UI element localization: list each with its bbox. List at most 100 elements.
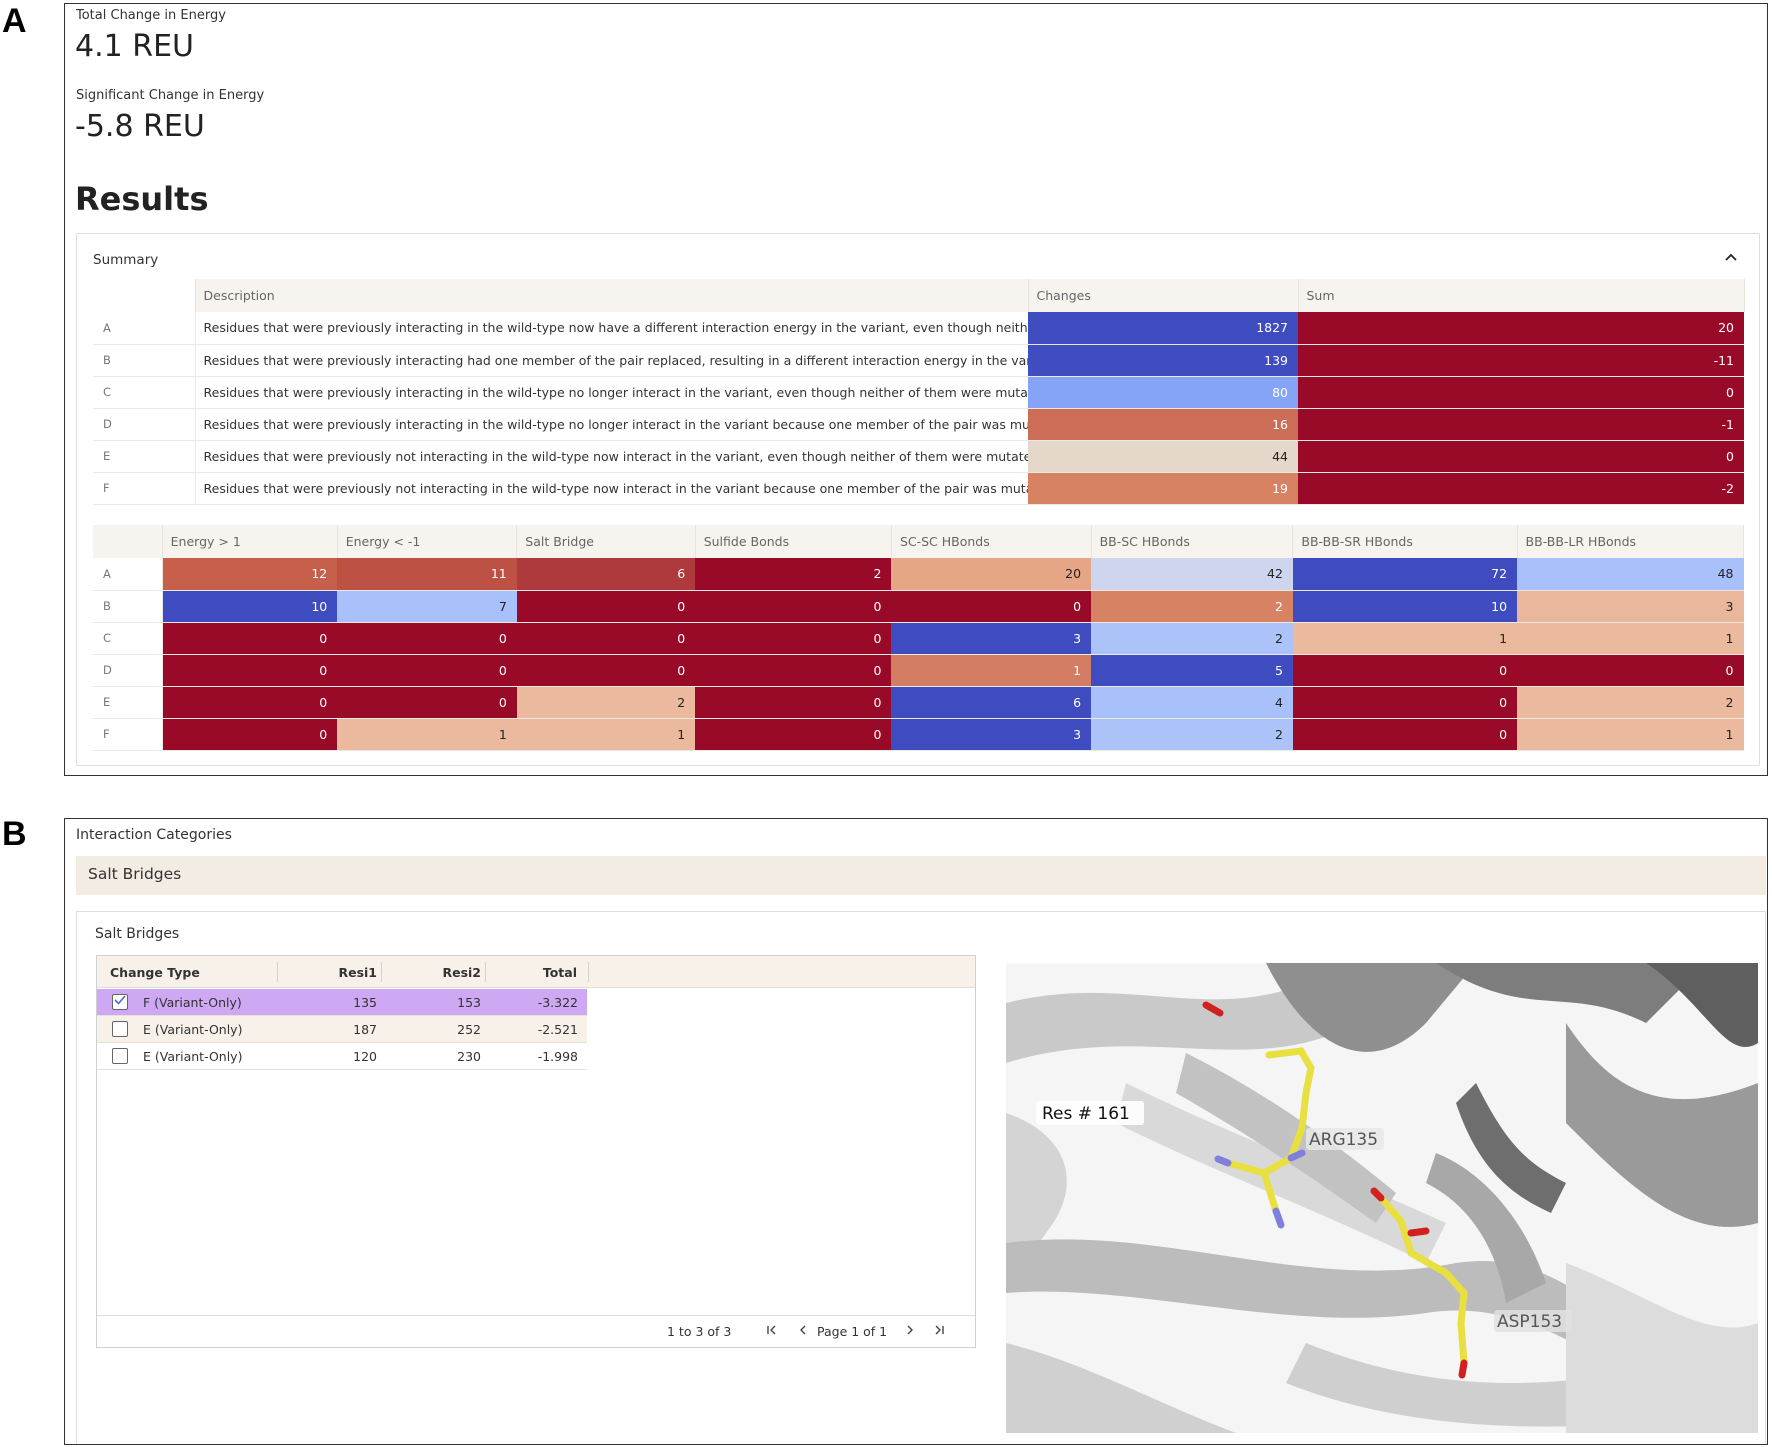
- category-header-sc-sc-hbonds[interactable]: SC-SC HBonds: [891, 525, 1092, 558]
- column-header-resi2[interactable]: Resi2: [442, 965, 481, 980]
- category-header-bb-sc-hbonds[interactable]: BB-SC HBonds: [1091, 525, 1294, 558]
- category-header-bb-bb-lr-hbonds[interactable]: BB-BB-LR HBonds: [1517, 525, 1745, 558]
- residue-label-asp153: ASP153: [1497, 1312, 1562, 1332]
- category-cell: 1: [1517, 718, 1744, 751]
- category-cell: 1: [891, 654, 1092, 687]
- residue-label-arg135: ARG135: [1309, 1130, 1378, 1150]
- row-id: A: [93, 312, 196, 345]
- category-cell: 0: [162, 622, 338, 655]
- row-id: E: [93, 440, 196, 473]
- row-description: Residues that were previously interactin…: [195, 376, 1028, 409]
- cell-resi1: 135: [353, 995, 377, 1010]
- category-cell: 3: [891, 622, 1092, 655]
- cell-change-type: E (Variant-Only): [143, 1049, 243, 1064]
- salt-bridges-grid: Change Type Resi1 Resi2 Total F (Variant…: [96, 955, 976, 1348]
- category-header-sulfide-bonds[interactable]: Sulfide Bonds: [695, 525, 892, 558]
- category-header-salt-bridge[interactable]: Salt Bridge: [516, 525, 696, 558]
- category-cell: 0: [695, 590, 892, 623]
- category-row: A 12 11 6 2 20 42 72 48: [93, 558, 1744, 591]
- row-id: A: [93, 558, 163, 591]
- row-description: Residues that were previously interactin…: [195, 408, 1028, 441]
- protein-structure-viewer[interactable]: Res # 161 ARG135 ASP153: [1006, 963, 1758, 1433]
- cell-change-type: F (Variant-Only): [143, 995, 242, 1010]
- row-changes: 44: [1028, 440, 1298, 473]
- row-changes: 19: [1028, 472, 1298, 505]
- category-cell: 0: [162, 686, 338, 719]
- row-sum: 0: [1298, 440, 1744, 473]
- row-id: D: [93, 654, 163, 687]
- table-row[interactable]: E (Variant-Only) 120 230 -1.998: [97, 1043, 587, 1070]
- cell-total: -2.521: [537, 1022, 578, 1037]
- category-cell: 1: [337, 718, 517, 751]
- table-row[interactable]: E (Variant-Only) 187 252 -2.521: [97, 1016, 587, 1043]
- checkbox[interactable]: [112, 1021, 128, 1037]
- category-cell: 0: [337, 622, 517, 655]
- cell-resi2: 230: [457, 1049, 481, 1064]
- category-cell: 20: [891, 558, 1092, 591]
- summary-header-sum[interactable]: Sum: [1298, 279, 1745, 312]
- grid-header: Change Type Resi1 Resi2 Total: [97, 956, 975, 988]
- summary-description-table: Description Changes Sum A Residues that were…: [93, 279, 1745, 505]
- category-cell: 2: [1091, 622, 1293, 655]
- row-id: B: [93, 590, 163, 623]
- category-cell: 3: [1517, 590, 1744, 623]
- column-header-total[interactable]: Total: [542, 965, 577, 980]
- row-id: F: [93, 718, 163, 751]
- column-header-change-type[interactable]: Change Type: [110, 965, 200, 980]
- category-cell: 0: [516, 590, 696, 623]
- interaction-categories-title: Interaction Categories: [76, 827, 232, 843]
- summary-header-description[interactable]: Description: [195, 279, 1029, 312]
- table-row[interactable]: F (Variant-Only) 135 153 -3.322: [97, 989, 587, 1016]
- salt-bridges-card: Salt Bridges: [76, 911, 1766, 1444]
- summary-title: Summary: [93, 252, 159, 268]
- category-header-bb-bb-sr-hbonds[interactable]: BB-BB-SR HBonds: [1292, 525, 1518, 558]
- first-page-icon[interactable]: [766, 1324, 780, 1339]
- panel-label-b: B: [2, 815, 27, 853]
- column-header-resi1[interactable]: Resi1: [338, 965, 377, 980]
- next-page-icon[interactable]: [905, 1324, 915, 1339]
- checkbox-checked[interactable]: [112, 994, 128, 1010]
- category-cell: 0: [1292, 686, 1518, 719]
- summary-header-changes[interactable]: Changes: [1028, 279, 1299, 312]
- category-cell: 1: [1517, 622, 1744, 655]
- summary-header-row[interactable]: [93, 279, 196, 312]
- category-cell: 0: [337, 686, 517, 719]
- category-header-energy-1[interactable]: Energy < -1: [337, 525, 518, 558]
- row-changes: 80: [1028, 376, 1298, 409]
- results-title: Results: [75, 180, 209, 218]
- significant-energy-value: -5.8 REU: [75, 109, 205, 144]
- category-cell: 10: [1292, 590, 1518, 623]
- row-id: E: [93, 686, 163, 719]
- row-id: D: [93, 408, 196, 441]
- category-cell: 2: [1517, 686, 1744, 719]
- category-cell: 11: [337, 558, 517, 591]
- category-cell: 0: [337, 654, 517, 687]
- row-sum: 0: [1298, 376, 1744, 409]
- chevron-up-icon[interactable]: [1725, 250, 1737, 265]
- category-cell: 6: [516, 558, 696, 591]
- residue-label-161: Res # 161: [1042, 1104, 1130, 1124]
- summary-row: E Residues that were previously not inter…: [93, 440, 1744, 473]
- category-cell: 1: [1292, 622, 1518, 655]
- category-header-energy-1[interactable]: Energy > 1: [162, 525, 338, 558]
- row-sum: -2: [1298, 472, 1744, 505]
- cell-total: -3.322: [537, 995, 578, 1010]
- category-cell: 7: [337, 590, 517, 623]
- row-sum: -1: [1298, 408, 1744, 441]
- checkbox[interactable]: [112, 1048, 128, 1064]
- category-cell: 0: [695, 622, 892, 655]
- prev-page-icon[interactable]: [798, 1324, 808, 1339]
- category-accordion-salt-bridges[interactable]: Salt Bridges: [76, 856, 1766, 895]
- summary-row: F Residues that were previously not inter…: [93, 472, 1744, 505]
- summary-card: Summary Description Changes Sum A Residues t…: [76, 233, 1760, 766]
- last-page-icon[interactable]: [931, 1324, 945, 1339]
- category-cell: 0: [1292, 654, 1518, 687]
- category-cell: 42: [1091, 558, 1293, 591]
- row-description: Residues that were previously not intera…: [195, 440, 1028, 473]
- row-sum: -11: [1298, 344, 1744, 377]
- category-header-row[interactable]: [93, 525, 163, 558]
